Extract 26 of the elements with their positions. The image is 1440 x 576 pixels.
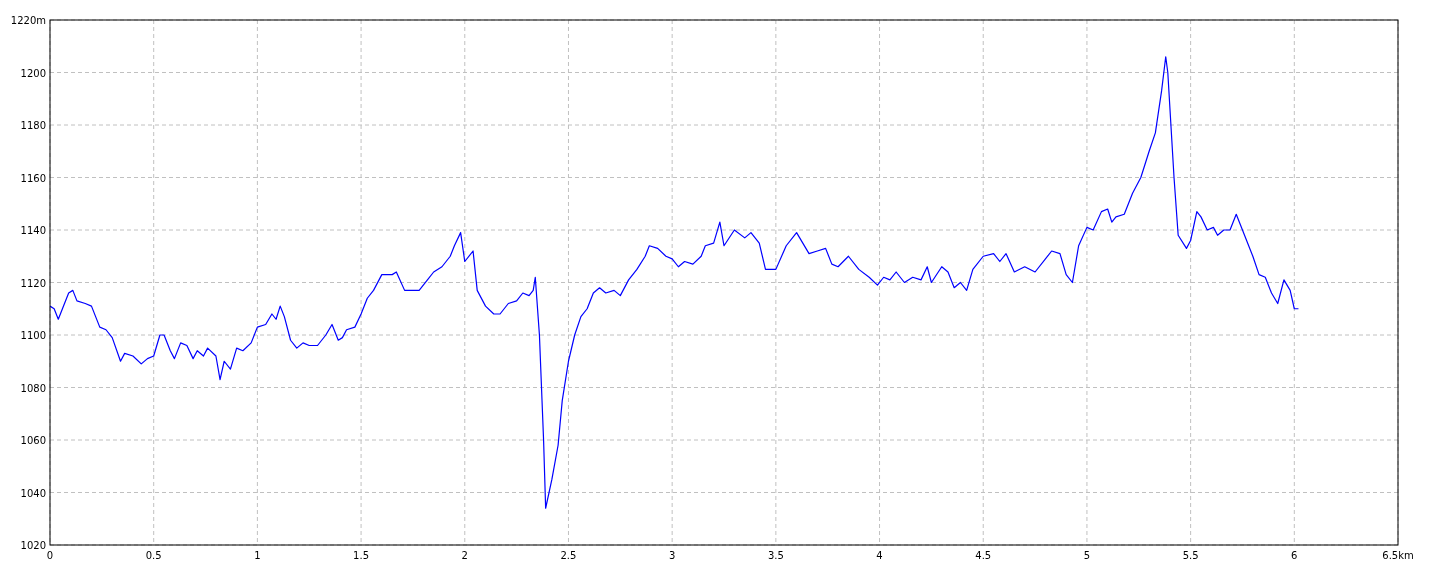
line-series: [49, 56, 1300, 509]
x-tick-label: 4.5: [975, 550, 992, 561]
y-tick-label: 1140: [20, 225, 46, 236]
y-tick-label: 1120: [20, 277, 46, 289]
x-tick-label: 2: [461, 550, 468, 561]
x-tick-label: 2.5: [560, 550, 577, 561]
x-tick-label: 5: [1083, 550, 1091, 561]
y-tick-label: 1080: [20, 382, 46, 394]
x-tick-label: 6.5km: [1382, 550, 1414, 561]
x-tick-label: 4: [876, 550, 883, 561]
y-tick-label: 1220m: [10, 15, 46, 26]
y-tick-label: 1040: [20, 487, 46, 499]
x-tick-label: 1.5: [353, 550, 370, 561]
y-tick-label: 1180: [20, 120, 46, 131]
x-tick-label: 1: [254, 550, 261, 561]
y-tick-label: 1160: [20, 172, 46, 184]
x-tick-label: 0: [46, 550, 54, 561]
x-tick-label: 5.5: [1182, 550, 1199, 561]
y-tick-label: 1060: [20, 435, 46, 446]
x-tick-label: 0.5: [145, 550, 162, 561]
x-tick-label: 6: [1291, 550, 1298, 561]
x-tick-label: 3.5: [767, 550, 784, 561]
y-tick-label: 1200: [20, 67, 46, 79]
x-tick-label: 3: [668, 550, 676, 561]
y-tick-label: 1020: [20, 540, 46, 551]
y-tick-label: 1100: [20, 330, 46, 341]
